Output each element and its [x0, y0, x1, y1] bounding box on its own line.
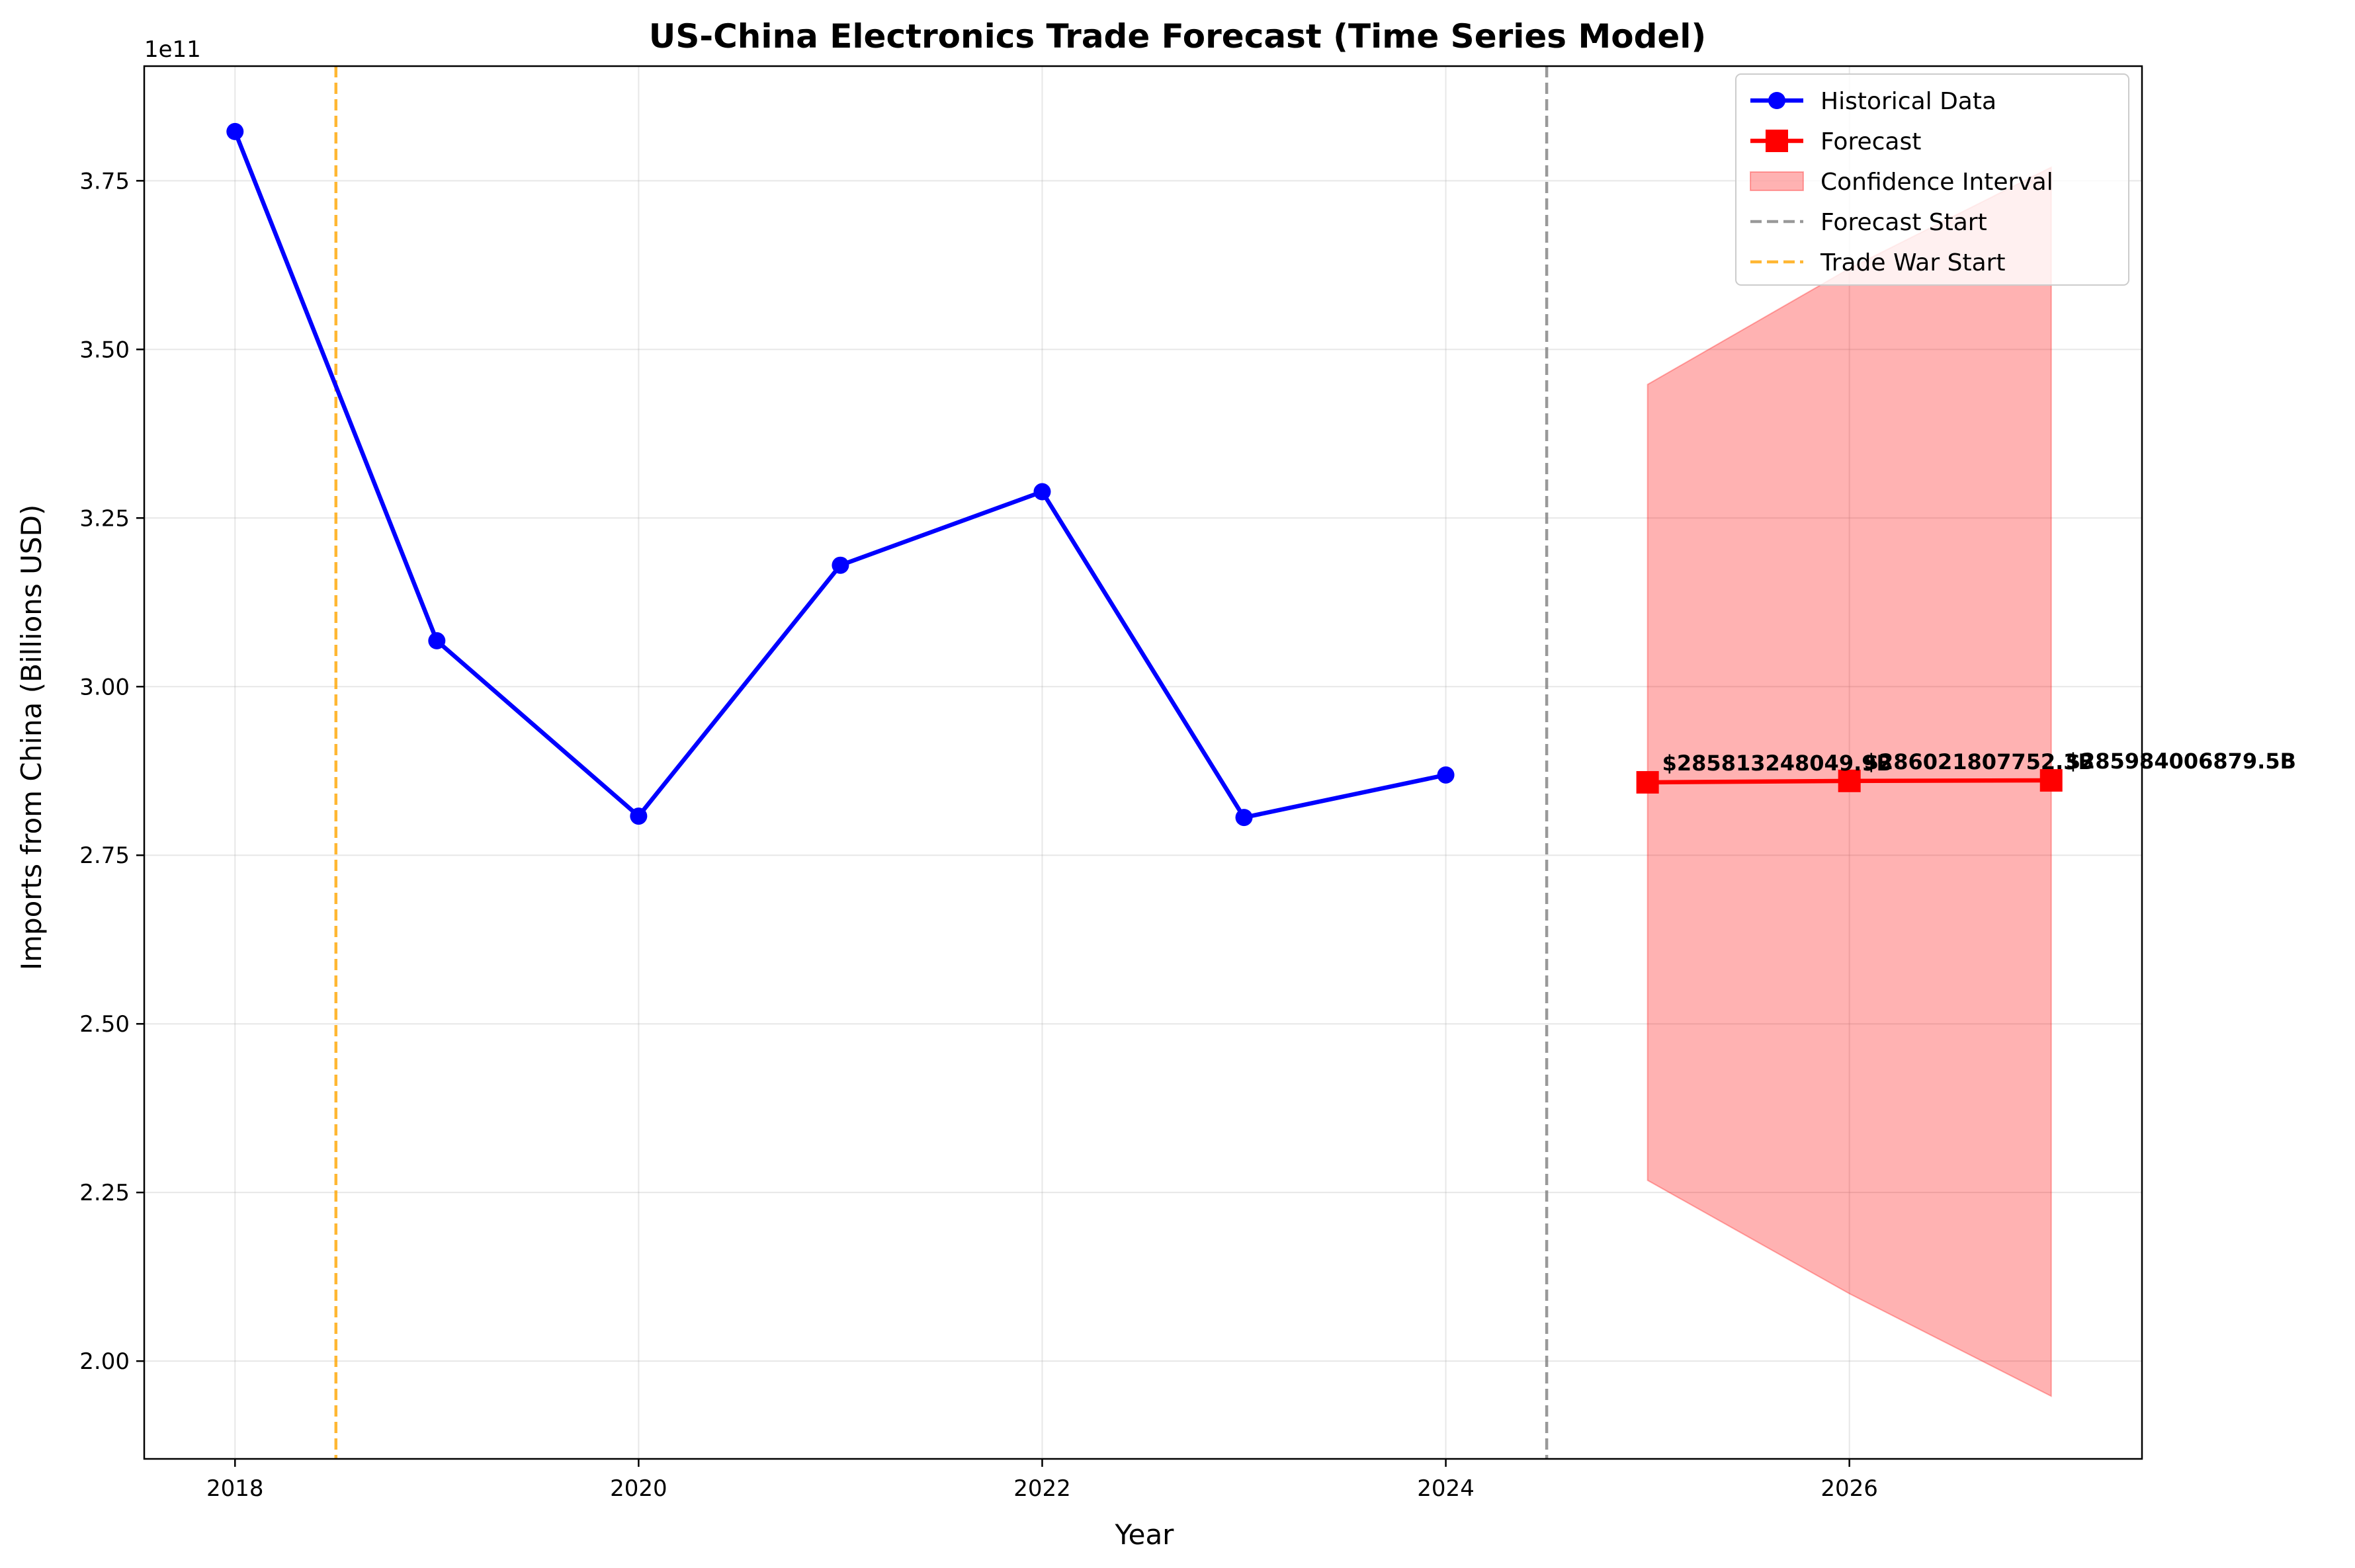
legend-label: Forecast [1820, 128, 1921, 155]
legend: Historical Data Forecast Confidence Interv… [1735, 73, 2129, 286]
y-tick-label: 3.00 [79, 674, 130, 700]
forecast-value-label: $285984006879.5B [2066, 749, 2296, 774]
chart-title: US-China Electronics Trade Forecast (Tim… [649, 17, 1707, 56]
historical-data-point [1033, 483, 1051, 501]
data-series [226, 122, 2063, 827]
legend-box [1735, 73, 2129, 286]
x-axis-ticks: 2018 2020 2022 2024 2026 [206, 1459, 1878, 1502]
x-tick-label: 2020 [610, 1475, 667, 1502]
legend-confidence-icon [1750, 171, 1804, 191]
reference-lines [334, 66, 1549, 1459]
legend-label: Historical Data [1820, 88, 1996, 115]
historical-data-point [226, 122, 244, 140]
y-tick-label: 2.75 [79, 843, 130, 869]
y-axis-ticks: 2.00 2.25 2.50 2.75 3.00 3.25 3.50 3.75 [79, 168, 144, 1375]
historical-data-point [1437, 766, 1455, 784]
y-axis-offset-label: 1e11 [144, 36, 201, 63]
historical-data-point [1235, 809, 1253, 827]
y-tick-label: 2.25 [79, 1180, 130, 1206]
y-tick-label: 2.00 [79, 1348, 130, 1375]
forecast-value-label: $285813248049.9B [1662, 751, 1893, 776]
y-tick-label: 3.25 [79, 505, 130, 532]
historical-data-point [832, 556, 849, 574]
legend-label: Trade War Start [1820, 249, 2006, 276]
x-tick-label: 2026 [1820, 1475, 1878, 1502]
x-tick-label: 2018 [206, 1475, 264, 1502]
forecast-point [1636, 770, 1659, 794]
x-axis-label: Year [1115, 1518, 1175, 1551]
legend-historical-marker [1768, 92, 1785, 109]
y-tick-label: 2.50 [79, 1011, 130, 1038]
historical-data-point [630, 807, 648, 825]
x-tick-label: 2022 [1013, 1475, 1071, 1502]
legend-label: Forecast Start [1820, 209, 1987, 236]
data-annotations: $285813248049.9B$286021807752.3B$2859840… [1662, 749, 2296, 776]
y-tick-label: 3.75 [79, 168, 130, 194]
plot-frame [143, 65, 2143, 1460]
x-tick-label: 2024 [1417, 1475, 1475, 1502]
y-axis-label: Imports from China (Billions USD) [15, 505, 48, 971]
legend-label: Confidence Interval [1820, 169, 2053, 196]
legend-forecast-marker [1766, 130, 1788, 152]
historical-data-point [428, 632, 446, 649]
forecast-point [2039, 769, 2063, 792]
forecast-value-label: $286021807752.3B [1864, 749, 2094, 774]
y-tick-label: 3.50 [79, 337, 130, 363]
grid [144, 66, 2142, 1459]
forecast-point [1838, 769, 1861, 792]
